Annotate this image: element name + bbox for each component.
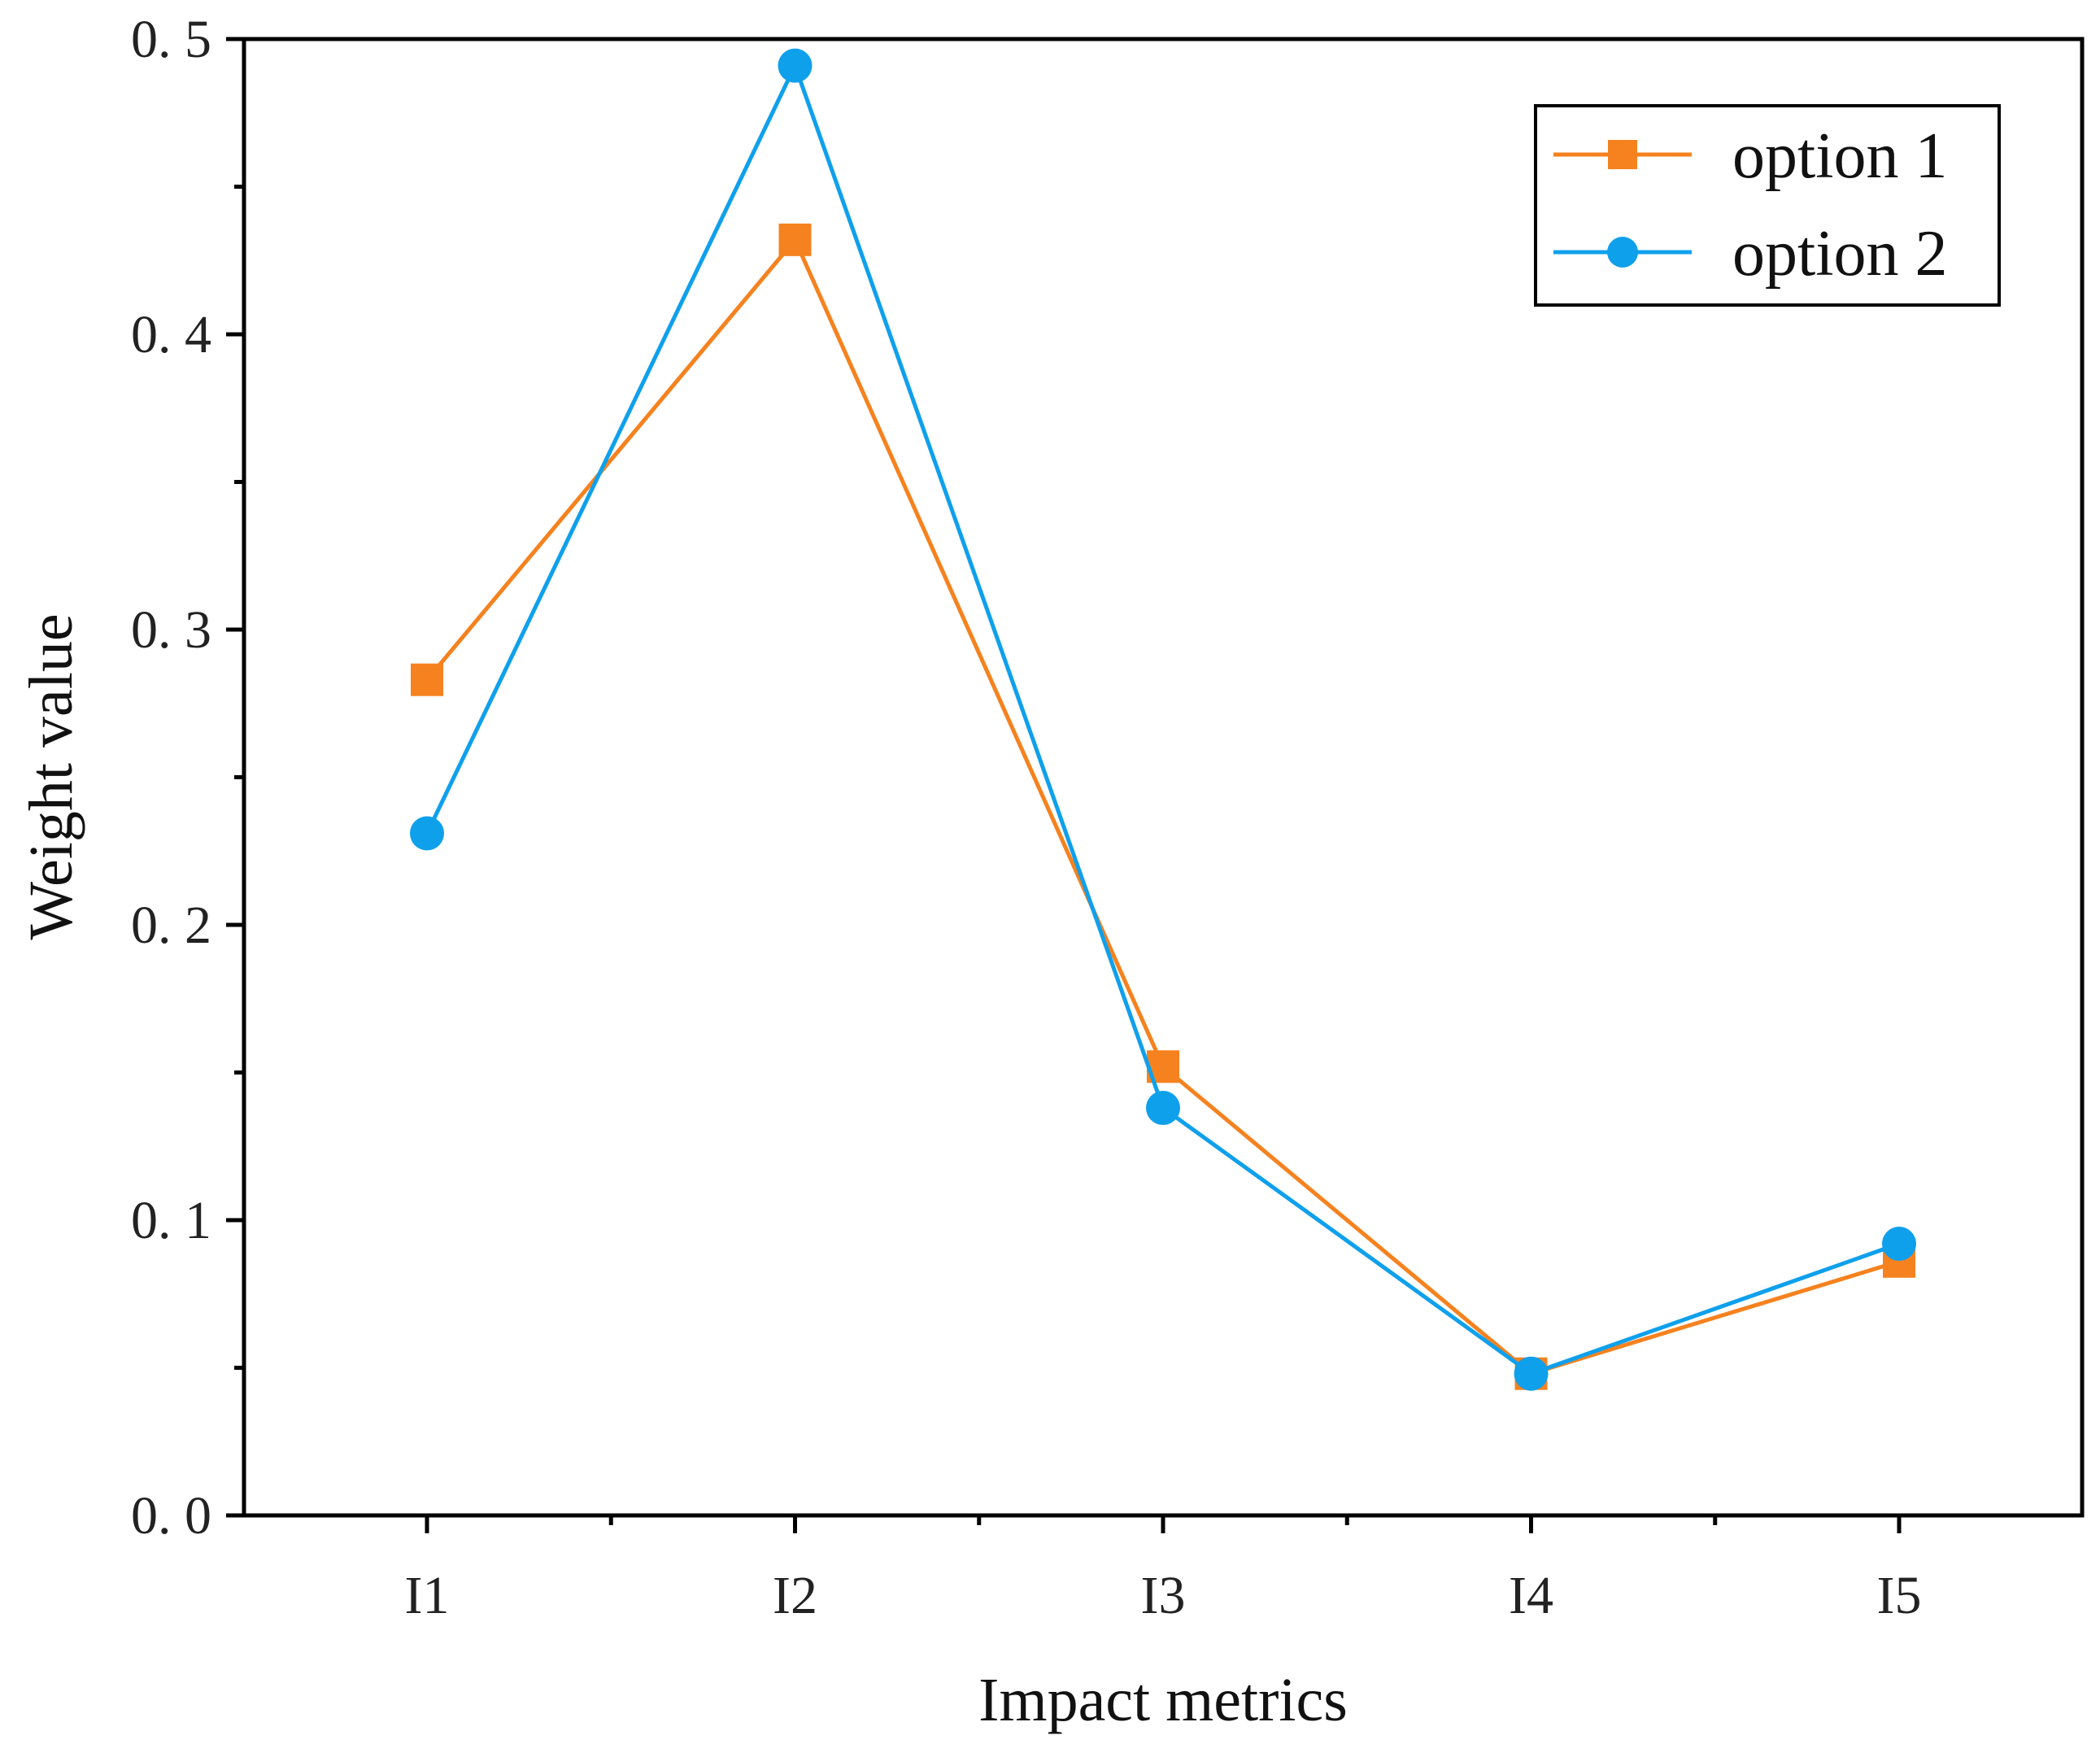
x-axis-tick-labels: I1 I2 I3 I4 I5 — [405, 1566, 1922, 1625]
y-axis-ticks — [226, 37, 244, 1518]
series-option-1 — [411, 223, 1915, 1390]
data-point-circle — [778, 48, 813, 83]
y-tick-label: 0. 2 — [131, 896, 211, 955]
legend-label: option 1 — [1732, 120, 1947, 192]
data-point-square — [778, 223, 812, 256]
legend-label: option 2 — [1732, 218, 1947, 290]
series-option-2 — [410, 48, 1916, 1391]
y-axis-tick-labels: 0. 0 0. 1 0. 2 0. 3 0. 4 0. 5 — [131, 10, 211, 1546]
series-line — [425, 236, 1900, 1376]
x-tick-label: I1 — [405, 1566, 450, 1625]
legend-box — [1534, 104, 2001, 307]
y-axis-title: Weight value — [17, 613, 85, 940]
x-tick-label: I2 — [773, 1566, 817, 1625]
legend-marker-square — [1608, 140, 1637, 169]
data-point-circle — [1514, 1356, 1549, 1391]
data-point-circle — [1146, 1091, 1180, 1126]
y-tick-label: 0. 4 — [131, 305, 211, 364]
x-tick-label: I5 — [1877, 1566, 1922, 1625]
legend-marker-circle — [1607, 237, 1638, 268]
data-point-circle — [1882, 1227, 1916, 1262]
x-axis-ticks — [425, 1515, 1902, 1533]
legend-item: option 1 — [1553, 120, 1947, 192]
y-tick-label: 0. 3 — [131, 600, 211, 660]
y-tick-label: 0. 1 — [131, 1191, 211, 1250]
series-layer — [410, 48, 1916, 1391]
data-point-circle — [410, 816, 444, 851]
data-point-square — [411, 663, 443, 696]
legend-item: option 2 — [1553, 218, 1947, 290]
x-axis-title: Impact metrics — [978, 1666, 1348, 1734]
y-tick-label: 0. 5 — [131, 10, 211, 69]
x-tick-label: I3 — [1141, 1566, 1186, 1625]
x-tick-label: I4 — [1509, 1566, 1553, 1625]
legend: option 1 option 2 — [1534, 104, 2001, 307]
y-tick-label: 0. 0 — [131, 1486, 211, 1546]
